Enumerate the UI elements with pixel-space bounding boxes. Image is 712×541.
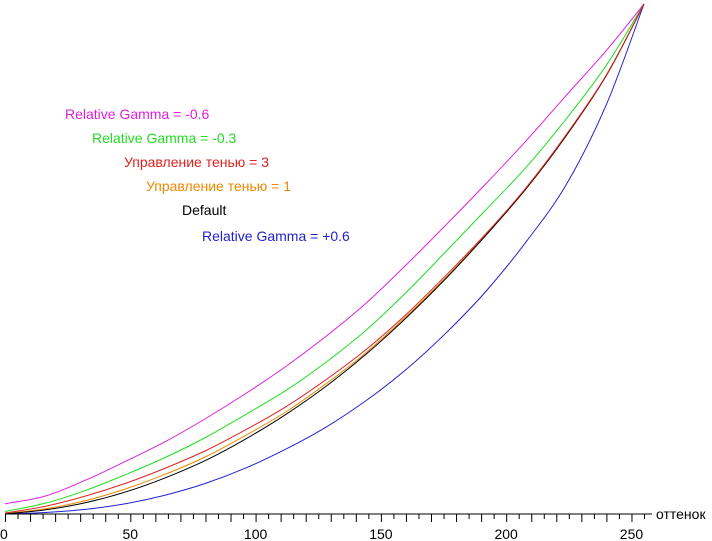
legend-label-3: Управление тенью = 1 [146, 178, 291, 194]
x-tick-label-0: 0 [0, 526, 8, 541]
x-tick-label-250: 250 [620, 526, 644, 541]
x-axis: 0 50 100 150 200 250 [0, 513, 652, 541]
series-line-0 [4, 3, 645, 505]
legend-label-0: Relative Gamma = -0.6 [65, 106, 210, 122]
legend-label-1: Relative Gamma = -0.3 [92, 130, 237, 146]
x-tick-label-150: 150 [369, 526, 393, 541]
legend-label-5: Relative Gamma = +0.6 [202, 228, 350, 244]
legend-label-2: Управление тенью = 3 [124, 154, 269, 170]
series-line-4 [4, 3, 645, 515]
series-line-3 [4, 3, 645, 514]
series-line-5 [4, 3, 645, 515]
legend: Relative Gamma = -0.6 Relative Gamma = -0… [65, 106, 350, 244]
x-tick-label-100: 100 [244, 526, 268, 541]
plot-area [4, 3, 645, 515]
x-axis-title: оттенок [656, 506, 706, 522]
series-line-1 [4, 3, 645, 512]
x-tick-label-50: 50 [123, 526, 139, 541]
legend-label-4: Default [182, 202, 226, 218]
x-tick-label-200: 200 [494, 526, 518, 541]
series-line-2 [4, 3, 645, 514]
